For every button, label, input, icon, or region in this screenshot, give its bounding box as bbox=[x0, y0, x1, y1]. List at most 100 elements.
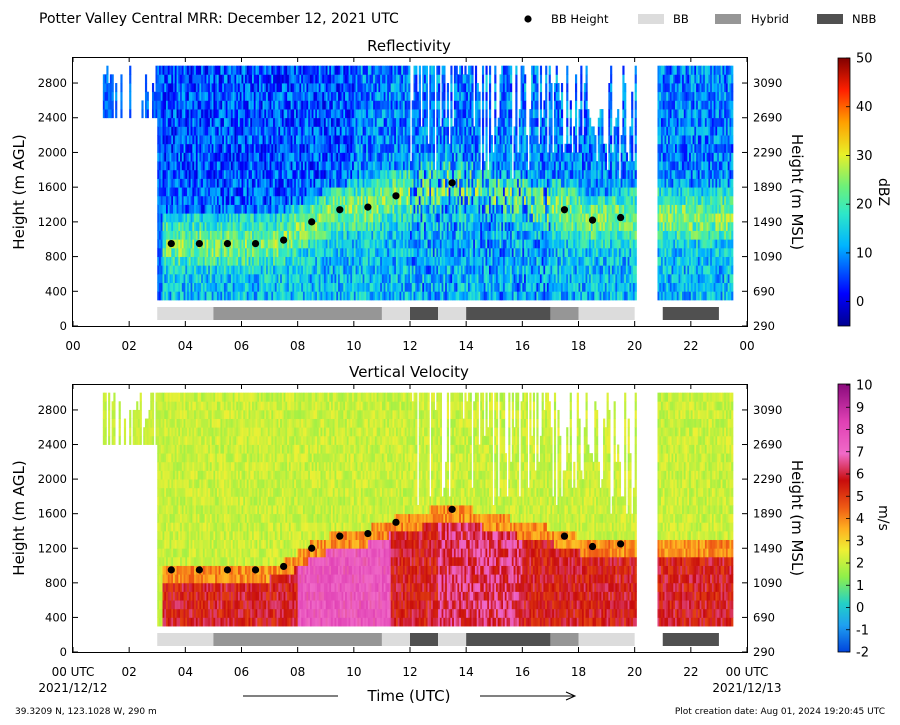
figure-title: Potter Valley Central MRR: December 12, … bbox=[39, 11, 399, 27]
velocity-xtick-label: 20 bbox=[627, 665, 642, 679]
velocity-band-hybrid-1 bbox=[213, 633, 382, 646]
reflectivity-band-hybrid-6 bbox=[550, 307, 579, 320]
reflectivity-colorbar-tick-label: 10 bbox=[856, 246, 873, 261]
reflectivity-bb-height-point bbox=[364, 203, 372, 211]
reflectivity-ytick-label: 1200 bbox=[38, 215, 67, 229]
velocity-colorbar-tick-label: 7 bbox=[856, 445, 864, 460]
reflectivity-band-nbb-3 bbox=[410, 307, 439, 320]
reflectivity-bb-height-point bbox=[223, 239, 232, 248]
velocity-bb-height-point bbox=[336, 532, 344, 540]
legend-bb-label: BB bbox=[673, 12, 689, 26]
reflectivity-y2tick-label: 690 bbox=[753, 284, 775, 298]
reflectivity-xtick-label: 08 bbox=[290, 339, 305, 353]
velocity-bb-height-point bbox=[195, 566, 203, 574]
velocity-bb-height-point bbox=[223, 566, 232, 574]
reflectivity-bb-height-point bbox=[251, 239, 260, 248]
creation-date-text: Plot creation date: Aug 01, 2024 19:20:4… bbox=[675, 707, 885, 717]
reflectivity-ytick-label: 2000 bbox=[38, 145, 67, 159]
velocity-panel: Vertical Velocity 00 UTC 02 04 06 08 10 12 14 16… bbox=[10, 363, 891, 679]
reflectivity-colorbar-ticks: 0 10 20 30 40 50 bbox=[846, 52, 873, 310]
velocity-y2tick-label: 290 bbox=[753, 645, 775, 659]
velocity-colorbar-ticks: -2 -1 0 1 2 3 4 5 6 7 8 9 10 bbox=[846, 379, 873, 661]
velocity-bb-height-series bbox=[167, 505, 625, 574]
end-date: 2021/12/13 bbox=[712, 681, 781, 695]
velocity-xtick-label: 14 bbox=[459, 665, 474, 679]
legend-hybrid-label: Hybrid bbox=[751, 12, 789, 26]
velocity-colorbar-tick-label: 10 bbox=[856, 379, 873, 394]
reflectivity-band-nbb-5 bbox=[466, 307, 551, 320]
legend-bb-height-marker bbox=[524, 15, 532, 23]
reflectivity-bb-height-point bbox=[560, 206, 569, 214]
reflectivity-y2tick-label: 2690 bbox=[753, 111, 782, 125]
velocity-bb-height-point bbox=[364, 529, 372, 538]
velocity-xtick-label: 00 UTC bbox=[726, 665, 769, 679]
velocity-bb-height-point bbox=[167, 566, 175, 574]
time-axis-label: Time (UTC) bbox=[367, 687, 451, 705]
velocity-xtick-label: 04 bbox=[178, 665, 193, 679]
velocity-band-strip bbox=[157, 633, 719, 646]
reflectivity-bb-height-point bbox=[392, 192, 400, 200]
reflectivity-ytick-label: 2800 bbox=[38, 76, 67, 90]
reflectivity-ytick-label: 2400 bbox=[38, 111, 67, 125]
velocity-ytick-label: 400 bbox=[45, 610, 67, 624]
reflectivity-heatmap bbox=[102, 65, 734, 301]
velocity-xtick-label: 02 bbox=[122, 665, 137, 679]
velocity-xtick-label: 08 bbox=[290, 665, 305, 679]
velocity-xtick-label: 22 bbox=[683, 665, 698, 679]
velocity-colorbar-tick-label: -2 bbox=[856, 646, 869, 661]
location-text: 39.3209 N, 123.1028 W, 290 m bbox=[15, 707, 157, 717]
reflectivity-colorbar: 0 10 20 30 40 50 dBZ bbox=[837, 52, 891, 327]
velocity-band-bb-7 bbox=[578, 633, 635, 646]
velocity-ytick-label: 2400 bbox=[38, 438, 67, 452]
velocity-bb-height-point bbox=[308, 544, 316, 552]
velocity-band-bb-2 bbox=[381, 633, 410, 646]
reflectivity-bb-height-point bbox=[308, 218, 316, 226]
velocity-y2tick-label: 2690 bbox=[753, 438, 782, 452]
reflectivity-xtick-label: 20 bbox=[627, 339, 642, 353]
reflectivity-band-strip bbox=[157, 307, 719, 320]
legend: BB Height BB Hybrid NBB bbox=[524, 12, 876, 26]
velocity-bb-height-point bbox=[251, 566, 260, 574]
velocity-band-nbb-8 bbox=[662, 633, 719, 646]
velocity-band-nbb-3 bbox=[410, 633, 439, 646]
velocity-bb-height-point bbox=[560, 532, 569, 540]
reflectivity-band-hybrid-1 bbox=[213, 307, 382, 320]
reflectivity-bb-height-series bbox=[167, 179, 625, 248]
velocity-bb-height-point bbox=[392, 518, 400, 526]
reflectivity-colorbar-tick-label: 40 bbox=[856, 100, 873, 115]
reflectivity-xtick-label: 10 bbox=[346, 339, 361, 353]
legend-hybrid-swatch bbox=[715, 14, 741, 24]
reflectivity-xtick-label: 18 bbox=[571, 339, 586, 353]
velocity-xtick-label: 10 bbox=[346, 665, 361, 679]
velocity-y2label: Height (m MSL) bbox=[788, 460, 806, 576]
velocity-colorbar-label: m/s bbox=[875, 505, 891, 531]
velocity-band-hybrid-6 bbox=[550, 633, 579, 646]
velocity-ytick-label: 0 bbox=[60, 645, 67, 659]
velocity-ytick-label: 2000 bbox=[38, 472, 67, 486]
velocity-bb-height-point bbox=[280, 562, 288, 571]
reflectivity-colorbar-tick-label: 30 bbox=[856, 149, 873, 164]
velocity-colorbar-tick-label: 1 bbox=[856, 579, 864, 594]
velocity-y2tick-label: 1890 bbox=[753, 507, 782, 521]
reflectivity-band-nbb-8 bbox=[662, 307, 719, 320]
reflectivity-colorbar-tick-label: 20 bbox=[856, 198, 873, 213]
reflectivity-y2tick-label: 2290 bbox=[753, 145, 782, 159]
velocity-bb-height-point bbox=[588, 542, 597, 551]
velocity-colorbar-scale bbox=[837, 383, 851, 653]
velocity-xtick-label: 16 bbox=[515, 665, 530, 679]
reflectivity-colorbar-tick-label: 50 bbox=[856, 52, 873, 67]
velocity-y2tick-label: 690 bbox=[753, 610, 775, 624]
velocity-xtick-label: 00 UTC bbox=[52, 665, 95, 679]
reflectivity-ylabel: Height (m AGL) bbox=[10, 134, 28, 249]
reflectivity-y2tick-label: 3090 bbox=[753, 76, 782, 90]
velocity-colorbar-tick-label: 0 bbox=[856, 601, 864, 616]
velocity-band-bb-0 bbox=[157, 633, 214, 646]
reflectivity-bb-height-point bbox=[448, 179, 456, 187]
reflectivity-xtick-label: 00 bbox=[65, 339, 80, 353]
reflectivity-colorbar-tick-label: 0 bbox=[856, 295, 864, 310]
legend-nbb-label: NBB bbox=[852, 12, 876, 26]
reflectivity-bb-height-point bbox=[280, 236, 288, 244]
velocity-ytick-label: 1600 bbox=[38, 507, 67, 521]
velocity-y2tick-label: 2290 bbox=[753, 472, 782, 486]
velocity-ytick-label: 2800 bbox=[38, 403, 67, 417]
